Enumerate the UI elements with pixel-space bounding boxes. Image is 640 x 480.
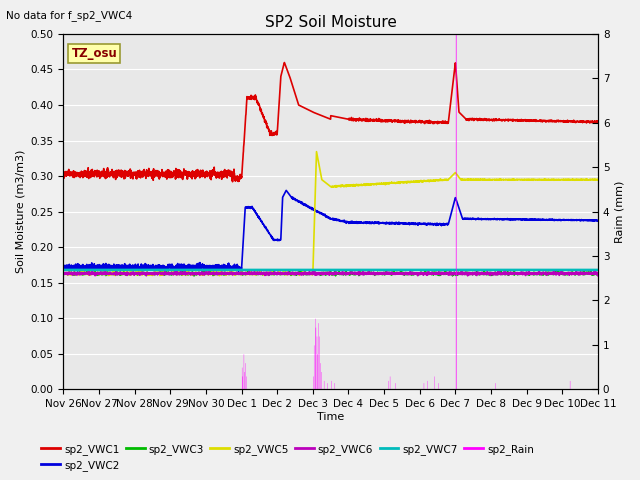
Title: SP2 Soil Moisture: SP2 Soil Moisture xyxy=(265,15,397,30)
Y-axis label: Soil Moisture (m3/m3): Soil Moisture (m3/m3) xyxy=(15,150,25,273)
Text: No data for f_sp2_VWC4: No data for f_sp2_VWC4 xyxy=(6,10,132,21)
Y-axis label: Raim (mm): Raim (mm) xyxy=(615,180,625,243)
Legend: sp2_VWC1, sp2_VWC2, sp2_VWC3, sp2_VWC5, sp2_VWC6, sp2_VWC7, sp2_Rain: sp2_VWC1, sp2_VWC2, sp2_VWC3, sp2_VWC5, … xyxy=(37,439,538,475)
Text: TZ_osu: TZ_osu xyxy=(72,47,117,60)
X-axis label: Time: Time xyxy=(317,412,344,422)
